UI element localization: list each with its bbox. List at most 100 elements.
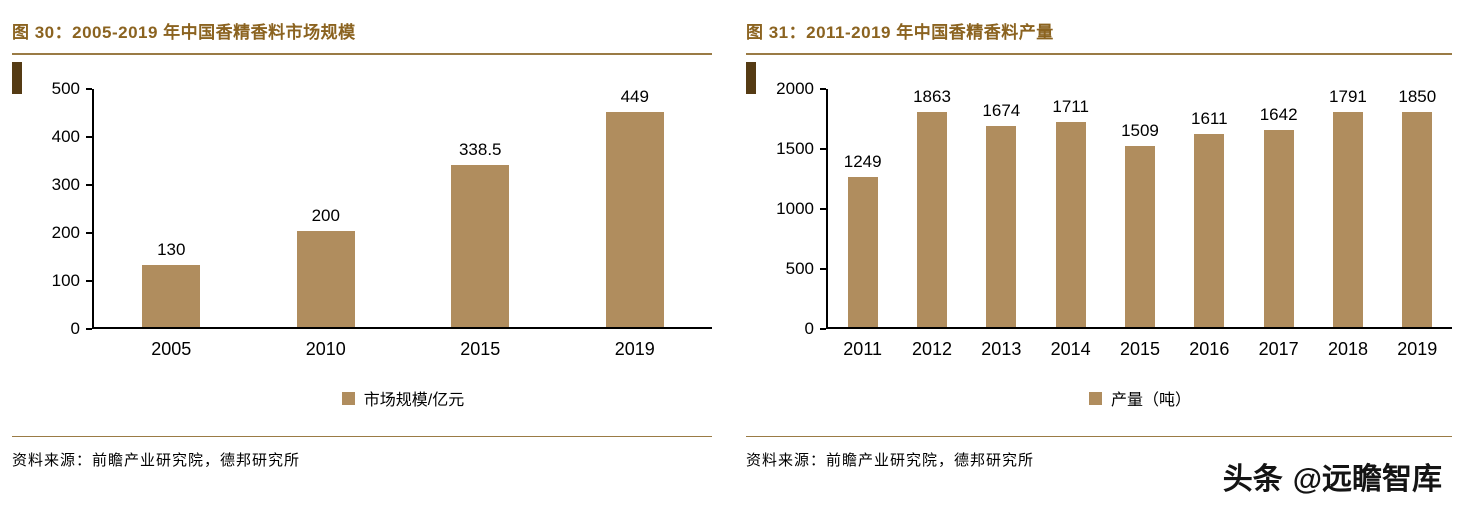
x-axis-label: 2014	[1050, 339, 1091, 359]
bar-value-label: 130	[157, 239, 186, 259]
bar-column: 130	[94, 87, 249, 327]
y-tick-mark	[820, 208, 826, 210]
legend: 产量（吨）	[828, 386, 1452, 410]
bar-column: 1850	[1383, 87, 1452, 327]
legend-swatch	[341, 391, 355, 405]
y-tick-mark	[86, 328, 92, 330]
bar-value-label: 1249	[843, 152, 882, 172]
y-tick-label: 1500	[776, 139, 814, 158]
bar-column: 449	[558, 87, 713, 327]
legend-swatch	[1088, 391, 1102, 405]
x-axis-label: 2019	[614, 339, 655, 359]
x-axis-labels: 2005 2010 2015 2019	[94, 329, 712, 360]
bar-value-label: 1863	[913, 87, 951, 106]
y-axis: 0 500 1000 1500 2000	[746, 80, 826, 338]
x-axis-label: 2012	[911, 339, 953, 359]
figure-panel-31: 图 31：2011-2019 年中国香精香料产量 0 500 1000 1500 200…	[746, 10, 1452, 470]
bar-column: 1711	[1036, 87, 1105, 327]
accent-mark	[746, 62, 756, 94]
legend-label: 市场规模/亿元	[363, 392, 465, 409]
y-tick-label: 100	[51, 271, 80, 290]
x-axis-label: 2005	[151, 339, 192, 359]
watermark-logo: 头条	[1222, 463, 1283, 496]
bar	[916, 112, 947, 327]
figure-title: 图 31：2011-2019 年中国香精香料产量	[746, 23, 1054, 42]
y-tick-mark	[820, 88, 826, 90]
bar-column: 1249	[828, 87, 897, 327]
accent-mark	[12, 62, 22, 94]
bar-chart-market-size: 0 100 200 300 400 500 130 200 338.5 449	[12, 80, 713, 338]
bar-value-label: 1611	[1191, 108, 1228, 128]
y-tick-label: 500	[51, 79, 80, 98]
x-axis-label: 2019	[1397, 339, 1438, 359]
x-axis-label: 2016	[1189, 339, 1230, 359]
source-text: 资料来源：前瞻产业研究院，德邦研究所	[746, 453, 1035, 469]
title-rule	[746, 53, 1452, 55]
bar-column: 1611	[1175, 87, 1244, 327]
watermark-handle: @远瞻智库	[1292, 463, 1442, 496]
plot-area: 1249 1863 1674 1711 1509 1611 1642 1791 1850	[826, 87, 1452, 329]
figure-panel-30: 图 30：2005-2019 年中国香精香料市场规模 0 100 200 300 400…	[12, 10, 712, 470]
y-tick-mark	[86, 280, 92, 282]
y-tick-mark	[86, 232, 92, 234]
bar-value-label: 1509	[1121, 120, 1159, 140]
bar	[1194, 133, 1225, 327]
bar	[142, 264, 201, 327]
bar	[451, 164, 510, 327]
y-tick-label: 1000	[776, 199, 814, 218]
y-tick-label: 0	[804, 319, 814, 338]
y-tick-mark	[86, 184, 92, 186]
y-tick-label: 200	[51, 223, 80, 242]
bar-column: 1509	[1105, 87, 1174, 327]
x-axis-label: 2017	[1258, 339, 1299, 359]
x-axis-label: 2015	[460, 339, 501, 359]
y-tick-label: 2000	[776, 79, 814, 98]
bar-column: 338.5	[403, 87, 558, 327]
bar	[296, 231, 355, 327]
y-axis: 0 100 200 300 400 500	[12, 80, 92, 338]
bar	[1263, 129, 1294, 327]
bar-value-label: 1791	[1329, 87, 1367, 107]
y-tick-mark	[820, 148, 826, 150]
bar	[1055, 121, 1086, 327]
bar-column: 200	[249, 87, 404, 327]
bar	[1124, 145, 1155, 327]
bar-value-label: 1850	[1398, 87, 1437, 106]
y-tick-label: 500	[785, 259, 814, 278]
plot-area: 130 200 338.5 449	[92, 87, 713, 329]
y-tick-mark	[820, 328, 826, 330]
bar-value-label: 338.5	[458, 139, 502, 159]
bar-value-label: 1642	[1259, 104, 1298, 124]
bar-chart-production: 0 500 1000 1500 2000 1249 1863 1674 1711 1509 161…	[746, 80, 1452, 338]
x-axis-label: 2013	[981, 339, 1022, 359]
watermark: 头条 @远瞻智库	[1223, 454, 1442, 498]
y-tick-label: 400	[51, 127, 80, 146]
x-axis-label: 2015	[1119, 339, 1160, 359]
report-figures-row: 图 30：2005-2019 年中国香精香料市场规模 0 100 200 300 400…	[12, 10, 1452, 470]
y-tick-mark	[820, 268, 826, 270]
x-axis-labels: 2011 2012 2013 2014 2015 2016 2017 2018 2019	[828, 329, 1452, 360]
x-axis-label: 2018	[1327, 339, 1368, 359]
bar-column: 1674	[967, 87, 1036, 327]
y-tick-label: 0	[70, 319, 80, 338]
source-divider	[746, 436, 1452, 437]
figure-title: 图 30：2005-2019 年中国香精香料市场规模	[12, 23, 356, 42]
title-rule	[12, 53, 712, 55]
source-divider	[12, 436, 712, 437]
x-axis-label: 2011	[843, 339, 883, 359]
source-text: 资料来源：前瞻产业研究院，德邦研究所	[12, 453, 301, 469]
bar-value-label: 200	[311, 206, 340, 225]
legend: 市场规模/亿元	[94, 386, 712, 410]
bar	[986, 126, 1017, 327]
bar-value-label: 449	[620, 87, 649, 106]
bar	[1332, 112, 1363, 327]
x-axis-label: 2010	[305, 339, 346, 359]
y-tick-mark	[86, 136, 92, 138]
bar	[605, 112, 664, 327]
bar	[1402, 112, 1433, 327]
bar-value-label: 1674	[982, 101, 1021, 121]
legend-label: 产量（吨）	[1110, 392, 1191, 409]
bar-column: 1791	[1313, 87, 1382, 327]
bar	[847, 177, 878, 327]
bar-column: 1642	[1244, 87, 1313, 327]
